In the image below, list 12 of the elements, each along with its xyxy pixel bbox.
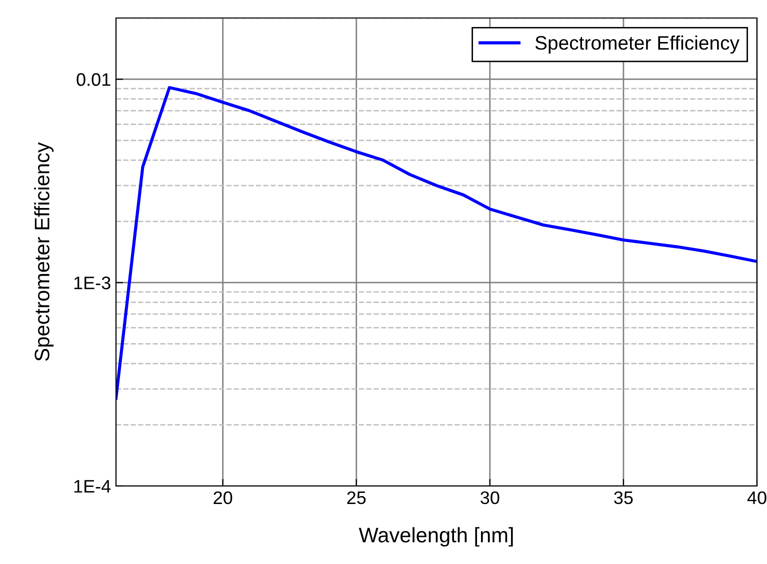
line-series bbox=[116, 86, 757, 400]
x-tick-label: 20 bbox=[214, 491, 232, 504]
x-tick-label: 35 bbox=[614, 491, 633, 504]
y-tick-label: 0.01 bbox=[76, 73, 110, 86]
x-tick-label: 40 bbox=[747, 491, 766, 504]
legend-label: Spectrometer Efficiency bbox=[535, 36, 740, 54]
x-tick-label: 25 bbox=[347, 491, 366, 504]
y-tick-label: 1E-4 bbox=[74, 480, 111, 493]
y-axis-title: Spectrometer Efficiency bbox=[34, 142, 54, 361]
x-tick-label: 30 bbox=[480, 491, 500, 504]
x-axis-title: Wavelength [nm] bbox=[358, 527, 513, 547]
y-tick-label: 1E-3 bbox=[74, 276, 110, 290]
